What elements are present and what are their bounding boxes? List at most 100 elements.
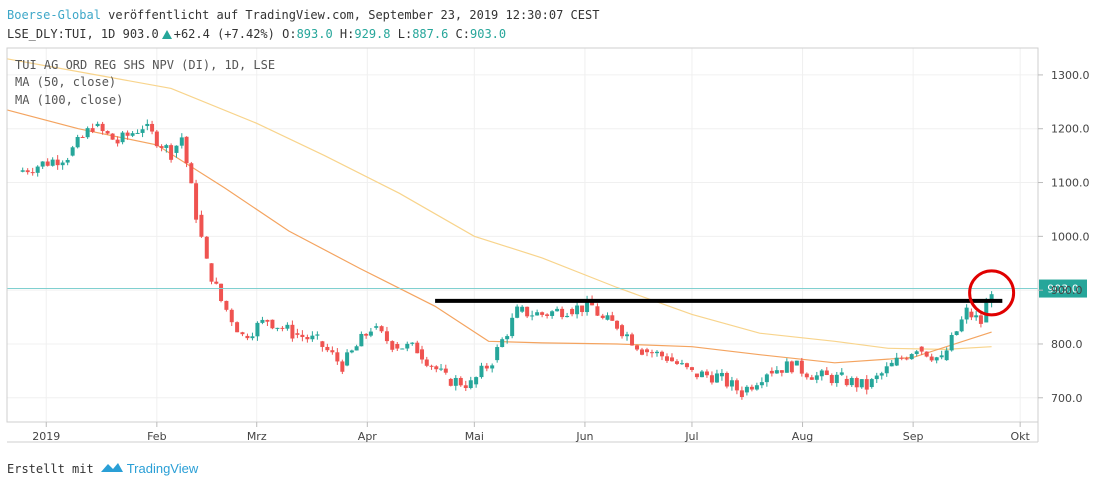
close-label: C: (455, 27, 470, 41)
candle-body (280, 327, 285, 329)
candle-body (214, 281, 219, 284)
candle-body (359, 333, 364, 347)
candle-body (30, 172, 35, 174)
ma50-legend-label: MA (50, close) (15, 75, 116, 89)
candle-body (560, 308, 565, 318)
candle-body (265, 319, 270, 322)
candle-body (949, 335, 954, 351)
candle-body (515, 306, 520, 318)
candle-body (884, 366, 889, 374)
candles-group (20, 119, 994, 400)
published-text: veröffentlicht auf TradingView.com, Sept… (100, 8, 600, 22)
plot-frame (6, 47, 1039, 423)
candle-body (255, 322, 260, 337)
candle-body (100, 123, 105, 132)
x-tick-label: Mai (465, 430, 484, 443)
candle-body (974, 315, 979, 318)
candle-body (184, 136, 189, 164)
candle-body (714, 373, 719, 383)
candle-body (229, 309, 234, 323)
candle-body (894, 357, 899, 366)
open-label: O: (282, 27, 297, 41)
candle-body (224, 300, 229, 310)
candle-body (939, 355, 944, 358)
candle-body (719, 372, 724, 377)
change-value: +62.4 (+7.42%) (173, 27, 275, 41)
series-legend-label: TUI AG ORD REG SHS NPV (DI), 1D, LSE (15, 58, 275, 72)
candle-body (610, 315, 615, 321)
created-with-text: Erstellt mit (7, 461, 94, 476)
ma50-line (6, 109, 992, 364)
candle-body (245, 335, 250, 339)
y-tick-label: 700.0 (1051, 392, 1083, 405)
open-value: 893.0 (296, 27, 333, 41)
candle-body (889, 362, 894, 367)
candle-body (349, 350, 354, 353)
publisher-link[interactable]: Boerse-Global (7, 8, 101, 22)
candle-body (320, 341, 325, 347)
last-price-badge (1039, 279, 1087, 298)
candle-body (844, 378, 849, 386)
candle-body (679, 363, 684, 365)
candle-body (463, 385, 468, 389)
candle-body (60, 162, 65, 166)
candle-body (754, 385, 759, 390)
candle-body (580, 305, 585, 313)
candle-body (759, 382, 764, 386)
candle-body (739, 390, 744, 398)
candle-body (570, 308, 575, 315)
candle-body (814, 375, 819, 380)
candle-body (899, 357, 904, 359)
candle-body (620, 325, 625, 337)
candle-body (794, 360, 799, 366)
candle-body (630, 334, 635, 346)
candle-body (260, 319, 265, 323)
candle-body (295, 333, 300, 335)
x-tick-label: 2019 (32, 430, 60, 443)
candle-body (424, 359, 429, 366)
candle-body (784, 361, 789, 373)
candle-body (484, 365, 489, 369)
x-tick-label: Okt (1010, 430, 1030, 443)
candle-body (674, 361, 679, 364)
candle-body (699, 371, 704, 378)
candle-body (434, 366, 439, 370)
candle-body (80, 136, 85, 138)
candle-body (285, 324, 290, 329)
candle-body (769, 370, 774, 374)
x-tick-label: Mrz (247, 430, 267, 443)
candle-body (944, 350, 949, 361)
candle-body (819, 370, 824, 377)
candle-body (159, 146, 164, 148)
candle-body (315, 334, 320, 336)
tradingview-brand-link[interactable]: TradingView (126, 461, 199, 476)
candle-body (275, 327, 280, 329)
candle-body (354, 346, 359, 351)
candle-body (749, 386, 754, 390)
candle-body (448, 378, 453, 386)
candle-body (904, 358, 909, 360)
candle-body (704, 371, 709, 376)
candle-body (110, 133, 115, 140)
candle-body (290, 324, 295, 339)
candle-body (729, 380, 734, 387)
y-tick-label: 1000.0 (1051, 230, 1090, 243)
candle-body (824, 370, 829, 376)
candle-body (345, 352, 350, 366)
candle-body (45, 161, 50, 166)
candle-body (199, 214, 204, 237)
candle-body (250, 336, 255, 339)
ma100-legend-label: MA (100, close) (15, 93, 123, 107)
candle-body (405, 343, 410, 349)
candle-body (804, 373, 809, 378)
candle-body (95, 123, 100, 127)
candle-body (799, 360, 804, 374)
footer: Erstellt mit TradingView (7, 461, 198, 476)
candle-body (709, 375, 714, 383)
candle-body (664, 356, 669, 361)
candle-body (734, 380, 739, 391)
candle-body (615, 320, 620, 329)
candle-body (145, 123, 150, 127)
candle-body (505, 336, 510, 340)
